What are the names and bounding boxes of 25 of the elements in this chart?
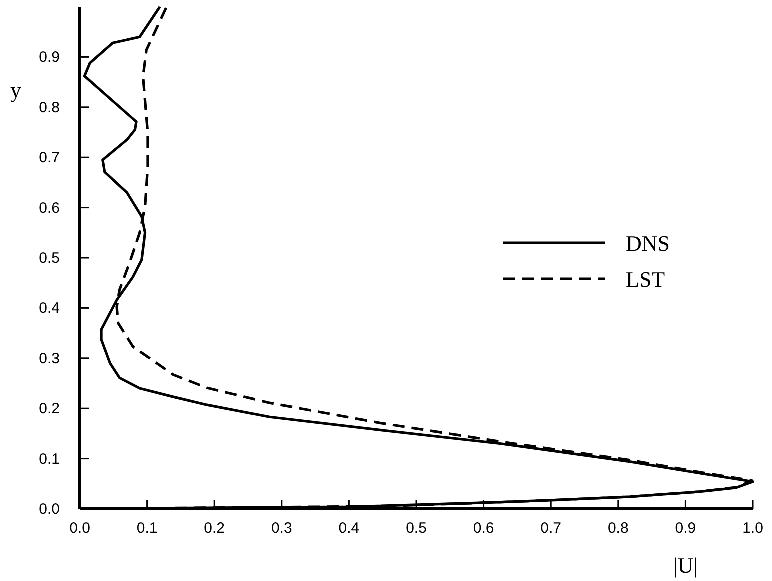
x-tick-label: 0.9 (675, 520, 696, 537)
x-tick-label: 0.3 (271, 520, 292, 537)
x-tick-label: 1.0 (742, 520, 764, 537)
y-axis-title: y (10, 77, 22, 102)
y-tick-label: 0.6 (39, 200, 60, 217)
x-axis-title: |U| (673, 553, 698, 578)
y-tick-label: 0.1 (39, 450, 60, 468)
y-tick-label: 0.3 (39, 350, 60, 368)
y-tick-label: 0.2 (39, 400, 60, 418)
y-tick-label: 0.9 (39, 49, 60, 66)
y-tick-label: 0.7 (39, 150, 60, 167)
y-tick-label: 0.8 (39, 99, 60, 116)
y-tick-label: 0.4 (39, 300, 60, 318)
x-tick-label: 0.2 (204, 520, 226, 537)
x-tick-label: 0.0 (70, 520, 90, 537)
y-tick-label: 0.0 (39, 501, 60, 518)
x-tick-label: 0.7 (540, 520, 562, 537)
x-tick-label: 0.6 (473, 520, 494, 537)
legend-label: DNS (626, 231, 670, 256)
y-tick-label: 0.5 (39, 250, 60, 267)
legend-label: LST (626, 267, 666, 292)
x-tick-label: 0.4 (338, 520, 360, 537)
x-tick-label: 0.1 (136, 520, 158, 537)
x-tick-label: 0.5 (406, 520, 427, 537)
x-tick-label: 0.8 (608, 520, 629, 537)
